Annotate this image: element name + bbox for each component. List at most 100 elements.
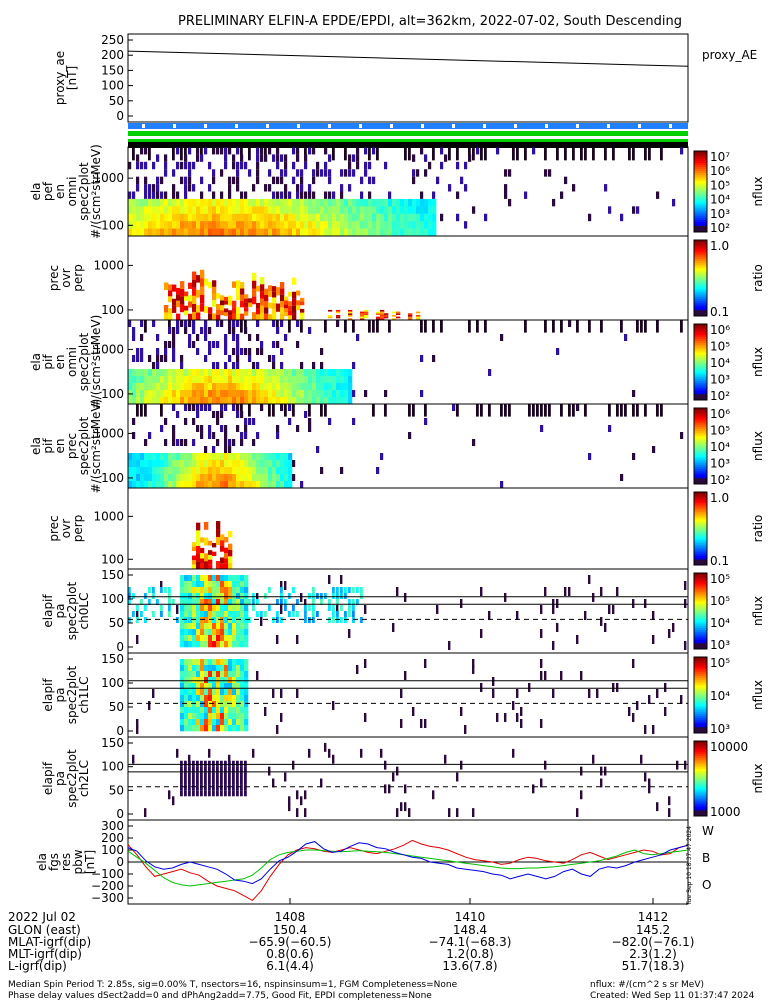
- pa-cell: [296, 790, 299, 800]
- ratio-cell: [348, 309, 353, 312]
- spec-cell: [200, 327, 204, 334]
- colorbar-cell: [694, 356, 707, 359]
- spec-cell: [260, 474, 265, 482]
- pa-cell: [224, 659, 229, 666]
- pa-cell: [228, 772, 231, 779]
- spec-cell: [264, 184, 268, 192]
- pa-cell: [216, 593, 221, 600]
- spec-cell: [136, 467, 141, 475]
- side-timestamp: Tue Sep 10 18:37:47 2024: [686, 826, 693, 906]
- spec-cell: [184, 161, 188, 170]
- spec-cell: [364, 198, 369, 207]
- ratio-cell: [284, 300, 289, 305]
- status-bar-gap: [576, 124, 579, 128]
- spec-cell: [208, 481, 213, 489]
- spec-cell: [164, 198, 169, 207]
- spec-cell: [244, 467, 249, 475]
- spec-cell: [288, 383, 293, 391]
- pa-cell: [236, 713, 241, 720]
- y-axis-label: ela: [29, 353, 43, 371]
- spec-cell: [448, 184, 452, 192]
- spec-cell: [184, 327, 188, 334]
- pa-cell: [228, 623, 233, 630]
- spec-cell: [192, 467, 197, 475]
- spec-cell: [316, 213, 321, 222]
- spec-cell: [364, 213, 369, 222]
- pa-cell: [276, 725, 279, 734]
- spec-cell: [352, 390, 356, 397]
- ratio-cell: [300, 312, 305, 317]
- pa-cell: [236, 581, 241, 588]
- spec-cell: [132, 397, 137, 405]
- pa-cell: [204, 611, 209, 618]
- spec-cell: [312, 362, 316, 369]
- spec-cell: [180, 147, 183, 161]
- spec-cell: [208, 390, 213, 398]
- pa-cell: [132, 611, 135, 617]
- footer-line1-right: nflux: #/(cm^2 s sr MeV): [590, 980, 704, 990]
- spec-cell: [144, 474, 149, 482]
- spec-cell: [224, 348, 228, 355]
- spec-cell: [172, 425, 176, 432]
- spec-cell: [352, 221, 357, 229]
- spec-cell: [224, 460, 229, 468]
- spec-cell: [348, 206, 353, 215]
- spec-cell: [216, 213, 221, 222]
- spec-cell: [472, 147, 475, 161]
- panels: 250200150100500proxy_ae[nT]proxy_AE10001…: [29, 33, 765, 905]
- spec-cell: [256, 161, 260, 170]
- pa-cell: [232, 784, 235, 791]
- colorbar-tick-label: 10000: [710, 740, 748, 754]
- ratio-cell: [396, 316, 401, 319]
- spec-cell: [276, 341, 280, 348]
- spec-cell: [296, 154, 300, 162]
- colorbar-cell: [694, 455, 707, 458]
- spec-cell: [184, 397, 189, 405]
- colorbar-cell: [694, 524, 707, 528]
- pa-cell: [188, 575, 193, 582]
- colorbar-cell: [694, 517, 707, 520]
- spec-cell: [272, 390, 277, 398]
- pa-cell: [564, 587, 567, 596]
- spec-cell: [372, 206, 377, 215]
- spec-cell: [320, 206, 325, 215]
- ratio-cell: [360, 313, 365, 315]
- spec-cell: [264, 474, 269, 482]
- spec-cell: [156, 334, 160, 341]
- pa-cell: [488, 611, 491, 620]
- spec-cell: [200, 154, 204, 162]
- ratio-cell: [292, 305, 297, 313]
- spec-cell: [192, 453, 197, 461]
- pa-cell: [228, 707, 233, 714]
- colorbar-cell: [694, 789, 707, 793]
- spec-cell: [164, 206, 169, 215]
- y-axis-label: pa: [53, 688, 67, 703]
- spec-cell: [272, 369, 277, 377]
- spec-cell: [176, 383, 181, 391]
- pa-cell: [180, 629, 185, 636]
- spec-cell: [508, 404, 511, 417]
- spec-cell: [480, 147, 483, 161]
- spec-cell: [296, 369, 301, 377]
- spec-cell: [164, 439, 168, 446]
- pa-cell: [208, 695, 213, 702]
- spec-cell: [300, 198, 305, 207]
- spec-cell: [264, 460, 269, 468]
- spec-cell: [200, 191, 204, 199]
- pa-cell: [224, 635, 229, 642]
- spec-cell: [332, 221, 337, 229]
- colorbar-cell: [694, 643, 707, 646]
- pa-cell: [280, 599, 283, 605]
- spec-cell: [248, 334, 252, 341]
- colorbar-cell: [694, 573, 707, 576]
- pa-cell: [180, 581, 185, 588]
- spec-cell: [348, 198, 353, 207]
- pa-cell: [348, 605, 351, 611]
- pa-cell: [448, 808, 451, 818]
- colorbar-cell: [694, 528, 707, 531]
- colorbar-cell: [694, 797, 707, 800]
- colorbar-cell: [694, 746, 707, 749]
- colorbar-cell: [694, 687, 707, 690]
- ratio-cell: [360, 311, 365, 314]
